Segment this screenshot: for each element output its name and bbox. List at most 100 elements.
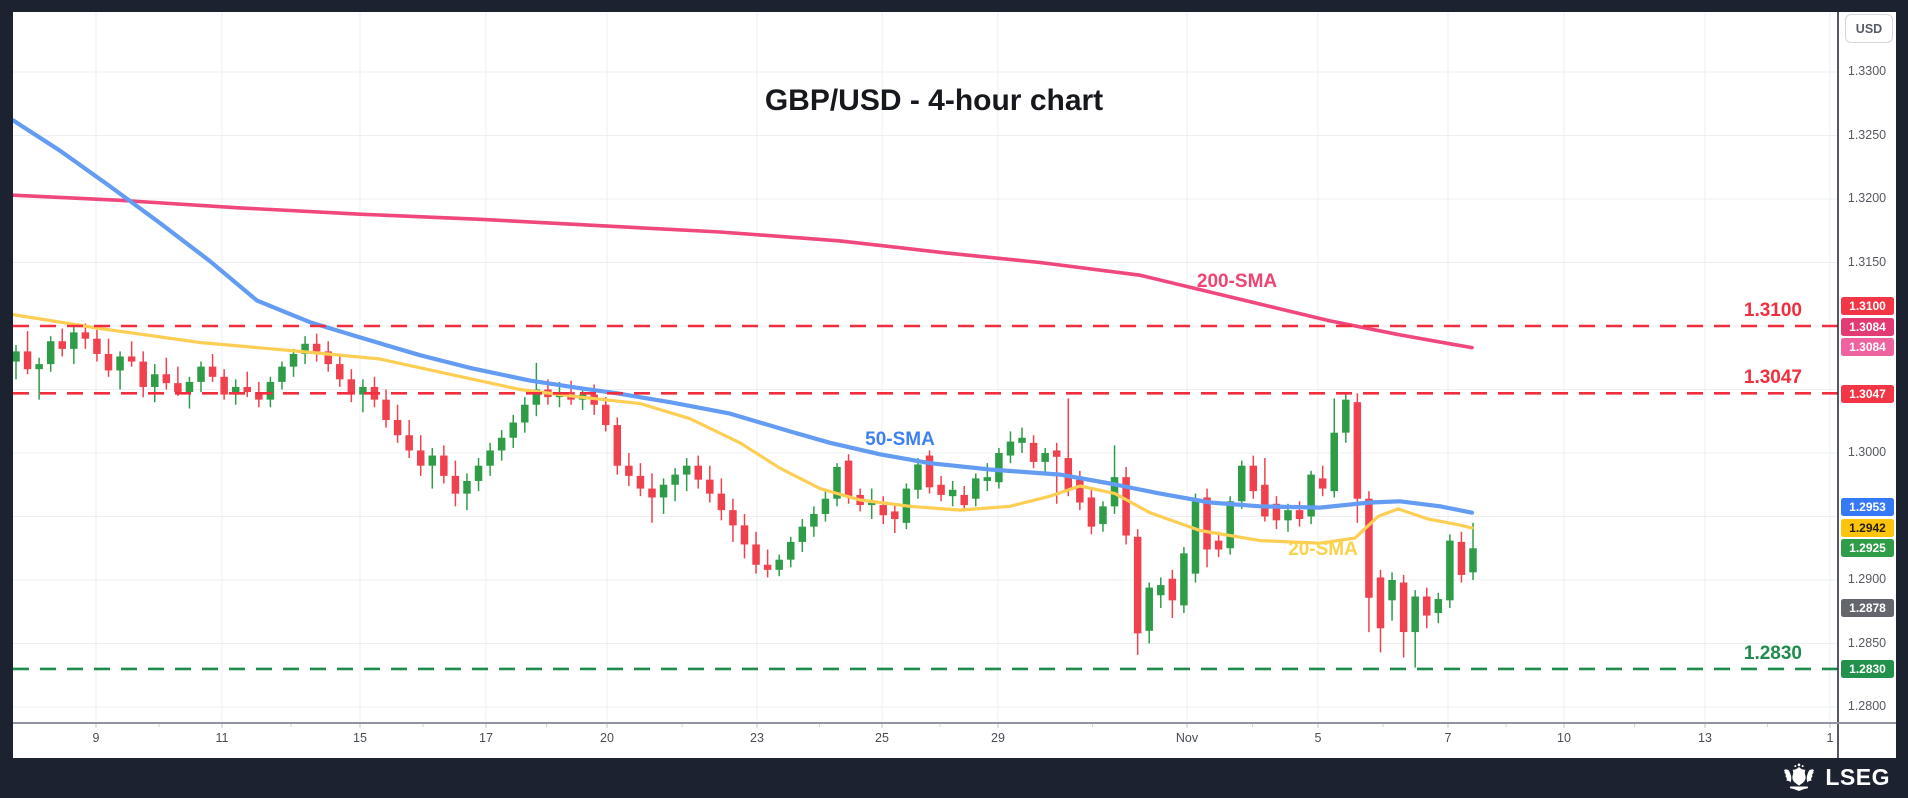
candle-body: [127, 356, 136, 362]
candle-body: [185, 381, 194, 393]
candle-body: [1446, 540, 1454, 601]
date-axis-label-9: 9: [92, 731, 100, 745]
50-sma-line: [13, 118, 1475, 515]
plot-background: [13, 12, 1838, 723]
candle-body: [1284, 510, 1292, 521]
candle-body: [960, 494, 968, 506]
candle-body: [336, 364, 344, 380]
currency-selector-button[interactable]: USD: [1845, 14, 1893, 43]
candle-body: [1342, 399, 1350, 433]
candle-body: [972, 478, 980, 499]
date-axis-label-1: 1: [1826, 731, 1834, 745]
candle-body: [1076, 479, 1084, 503]
candle-body: [197, 366, 205, 382]
candle-body: [613, 425, 622, 466]
candle-body: [1168, 578, 1177, 601]
200-sma-label: 200-SMA: [1196, 271, 1278, 292]
gridlines: [13, 12, 1838, 723]
candle-body: [1006, 441, 1015, 456]
candle-body: [844, 460, 853, 498]
date-axis-label-29: 29: [991, 731, 1005, 745]
candle-body: [174, 383, 182, 393]
candle-body: [35, 364, 43, 370]
candle-body: [463, 480, 471, 494]
candle-body: [312, 343, 321, 352]
candle-body: [231, 386, 240, 395]
candle-body: [509, 422, 517, 438]
candle-body: [1052, 450, 1061, 457]
price-badge-1.3084: 1.3084: [1841, 318, 1894, 336]
level-label-1.2830: 1.2830: [1743, 642, 1802, 664]
candle-body: [46, 341, 55, 365]
candle-body: [1307, 474, 1315, 517]
candle-body: [867, 502, 876, 506]
20-sma-label: 20-SMA: [1288, 539, 1358, 560]
candle-body: [763, 564, 772, 570]
candle-body: [648, 488, 656, 498]
price-badge-1.2953: 1.2953: [1841, 498, 1894, 516]
sma-lines: [13, 118, 1475, 545]
candle-body: [208, 366, 217, 377]
candle-body: [440, 455, 448, 476]
price-axis-label-1.2900: 1.2900: [1847, 572, 1887, 586]
price-badge-1.2878: 1.2878: [1841, 599, 1894, 617]
candle-body: [266, 381, 275, 400]
candle-body: [729, 510, 737, 526]
candle-body: [891, 511, 899, 520]
candle-body: [532, 389, 541, 405]
candle-body: [23, 351, 32, 370]
candle-body: [983, 477, 992, 481]
50-sma-label: 50-SMA: [865, 429, 935, 450]
candle-body: [243, 386, 252, 393]
price-badge-1.3047: 1.3047: [1841, 385, 1894, 403]
candle-body: [1318, 478, 1327, 489]
candle-body: [775, 559, 783, 570]
candle-body: [416, 450, 425, 466]
date-axis-label-7: 7: [1444, 731, 1452, 745]
candle-body: [1214, 540, 1223, 550]
candle-body: [625, 465, 633, 476]
price-axis-label-1.3000: 1.3000: [1847, 445, 1887, 459]
candle-body: [914, 464, 922, 490]
candle-body: [1330, 432, 1338, 492]
candle-body: [324, 351, 332, 365]
candle-body: [1434, 599, 1443, 614]
candle-body: [1029, 442, 1038, 462]
candle-body: [659, 484, 668, 498]
candle-body: [1087, 497, 1096, 527]
date-axis-label-23: 23: [750, 731, 764, 745]
date-axis-label-Nov: Nov: [1175, 731, 1199, 745]
candle-body: [93, 338, 101, 354]
date-axis-label-11: 11: [215, 731, 229, 745]
candle-body: [995, 453, 1003, 483]
lseg-crest-icon: [1784, 763, 1815, 791]
price-axis-label-1.3300: 1.3300: [1847, 64, 1887, 78]
price-badge-1.3100: 1.3100: [1841, 297, 1894, 315]
candle-body: [1365, 498, 1373, 598]
candle-body: [104, 353, 113, 371]
chart-title: GBP/USD - 4-hour chart: [764, 84, 1104, 117]
candle-body: [833, 466, 841, 499]
candle-body: [451, 475, 460, 494]
candle-body: [694, 465, 702, 480]
date-axis-strip: [13, 723, 1838, 758]
candle-body: [810, 513, 818, 527]
candle-body: [405, 435, 413, 451]
candle-body: [1180, 553, 1188, 606]
date-axis-label-17: 17: [479, 731, 493, 745]
price-badge-1.2830: 1.2830: [1841, 660, 1894, 678]
200-sma-line: [13, 193, 1474, 350]
candle-body: [81, 332, 90, 339]
candle-body: [925, 455, 934, 488]
candle-body: [1122, 477, 1130, 536]
candle-body: [682, 465, 691, 475]
price-axis-label-1.2800: 1.2800: [1847, 699, 1887, 713]
date-axis-label-20: 20: [600, 731, 614, 745]
candle-body: [1295, 510, 1304, 520]
price-badge-1.3084: 1.3084: [1841, 338, 1894, 356]
candle-body: [497, 437, 506, 451]
candle-body: [821, 498, 830, 514]
